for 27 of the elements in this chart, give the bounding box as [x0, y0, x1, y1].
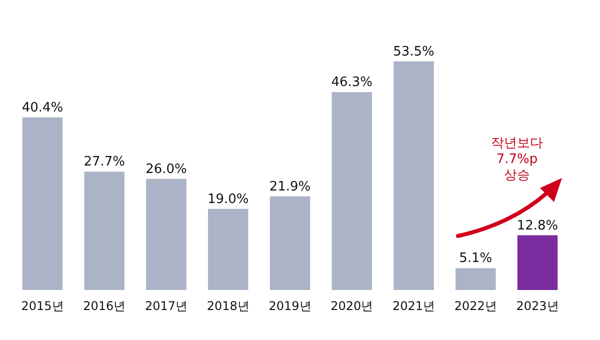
x-tick-label: 2016년	[83, 299, 126, 313]
bar	[22, 117, 63, 290]
bar	[456, 268, 496, 290]
x-tick-label: 2021년	[392, 299, 436, 313]
x-tick-label: 2022년	[454, 299, 497, 313]
x-tick-label: 2019년	[268, 299, 312, 313]
data-label: 12.8%	[516, 218, 558, 234]
x-tick-label: 2023년	[516, 299, 559, 313]
data-label: 26.0%	[146, 162, 187, 177]
x-tick-label: 2015년	[21, 299, 64, 313]
x-tick-label: 2018년	[206, 299, 250, 313]
data-label: 53.5%	[393, 44, 434, 60]
bar	[394, 61, 434, 290]
data-label: 5.1%	[459, 251, 492, 266]
bar	[332, 92, 372, 290]
x-tick-label: 2020년	[330, 299, 374, 313]
annotation: 작년보다 7.7%p 상승	[490, 136, 544, 184]
bar	[208, 208, 248, 290]
bar	[270, 196, 310, 290]
x-tick-label: 2017년	[144, 299, 188, 313]
data-label: 21.9%	[269, 179, 311, 194]
data-label: 19.0%	[207, 192, 249, 207]
data-label: 40.4%	[22, 100, 64, 116]
data-label: 46.3%	[331, 75, 373, 90]
bar	[84, 172, 124, 290]
bar	[146, 178, 186, 290]
data-label: 27.7%	[84, 154, 126, 170]
